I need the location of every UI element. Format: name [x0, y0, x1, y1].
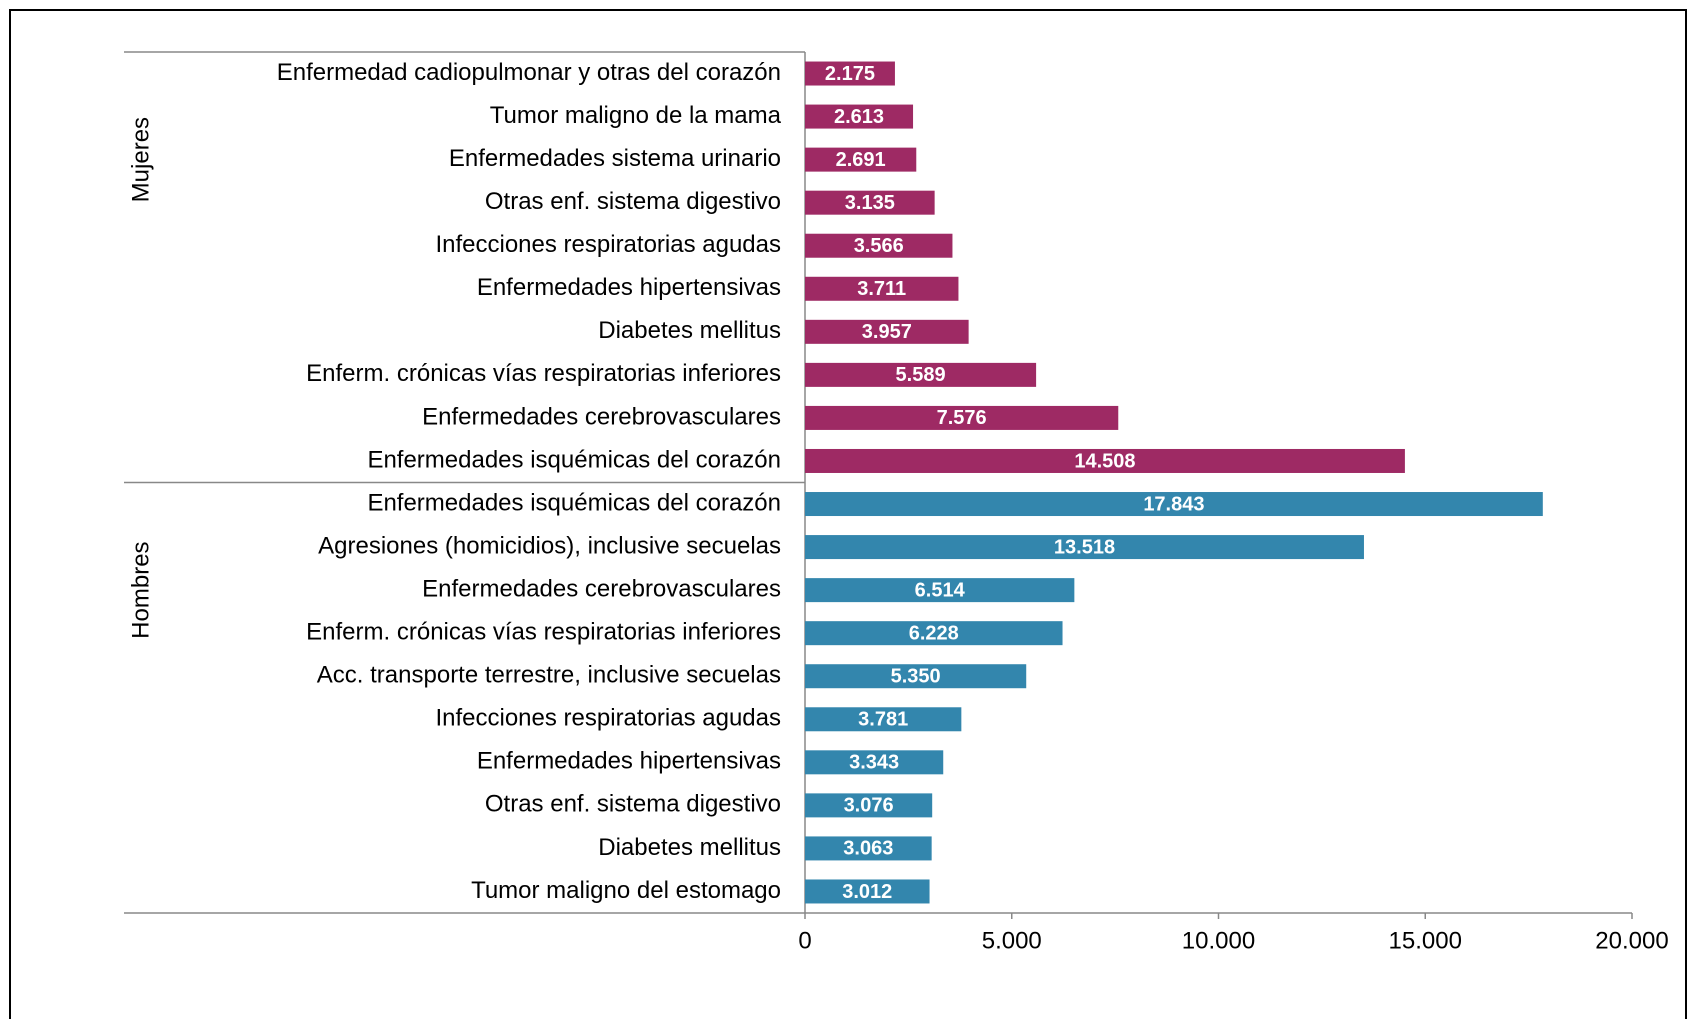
value-label: 3.076 — [844, 795, 894, 817]
category-label: Infecciones respiratorias agudas — [435, 231, 781, 258]
value-label: 7.576 — [937, 407, 987, 429]
x-tick-label: 0 — [798, 927, 811, 954]
bar — [805, 621, 1063, 646]
category-label: Acc. transporte terrestre, inclusive sec… — [317, 662, 781, 689]
bar — [805, 578, 1075, 603]
group-label: Mujeres — [127, 117, 154, 202]
frame — [9, 9, 1687, 1019]
bar — [805, 147, 917, 172]
category-label: Enfermedades sistema urinario — [449, 145, 781, 172]
value-label: 6.514 — [915, 579, 966, 601]
x-tick-label: 20.000 — [1595, 927, 1668, 954]
category-label: Enfermedad cadiopulmonar y otras del cor… — [277, 59, 781, 86]
value-label: 2.691 — [836, 149, 886, 171]
category-label: Enfermedades cerebrovasculares — [422, 403, 781, 430]
value-label: 6.228 — [909, 622, 959, 644]
value-label: 3.063 — [843, 838, 893, 860]
bar — [805, 793, 933, 818]
bar — [805, 707, 962, 732]
category-label: Enfermedades cerebrovasculares — [422, 575, 781, 602]
bar — [805, 190, 935, 215]
bar — [805, 448, 1405, 473]
value-label: 3.711 — [857, 278, 906, 300]
bar — [805, 233, 953, 258]
bar — [805, 362, 1037, 387]
value-label: 3.957 — [862, 321, 912, 343]
bar — [805, 61, 895, 86]
bar — [805, 405, 1119, 430]
category-label: Diabetes mellitus — [598, 834, 781, 861]
x-tick-label: 10.000 — [1182, 927, 1255, 954]
category-label: Enfermedades hipertensivas — [477, 274, 781, 301]
category-label: Enfermedades hipertensivas — [477, 748, 781, 775]
category-label: Otras enf. sistema digestivo — [485, 791, 781, 818]
value-label: 2.613 — [834, 106, 884, 128]
value-label: 3.566 — [854, 235, 904, 257]
group-label: Hombres — [127, 541, 154, 638]
category-label: Otras enf. sistema digestivo — [485, 188, 781, 215]
value-label: 3.135 — [845, 192, 895, 214]
bar — [805, 750, 944, 775]
category-label: Enfermedades isquémicas del corazón — [367, 489, 781, 516]
category-label: Agresiones (homicidios), inclusive secue… — [318, 532, 781, 559]
value-label: 14.508 — [1074, 450, 1135, 472]
bar — [805, 535, 1364, 560]
bar — [805, 836, 932, 861]
category-label: Enferm. crónicas vías respiratorias infe… — [306, 619, 781, 646]
bar — [805, 879, 930, 904]
value-label: 17.843 — [1143, 493, 1204, 515]
x-tick-label: 15.000 — [1389, 927, 1462, 954]
bar — [805, 104, 914, 129]
bar — [805, 492, 1543, 517]
value-label: 3.781 — [858, 709, 908, 731]
bar — [805, 319, 969, 344]
bar — [805, 276, 959, 301]
value-label: 3.012 — [842, 881, 892, 903]
value-label: 3.343 — [849, 752, 899, 774]
value-label: 13.518 — [1054, 536, 1115, 558]
category-label: Enfermedades isquémicas del corazón — [367, 446, 781, 473]
category-label: Infecciones respiratorias agudas — [435, 705, 781, 732]
category-label: Enferm. crónicas vías respiratorias infe… — [306, 360, 781, 387]
value-label: 5.589 — [896, 364, 946, 386]
x-tick-label: 5.000 — [982, 927, 1042, 954]
value-label: 2.175 — [825, 63, 875, 85]
category-label: Diabetes mellitus — [598, 317, 781, 344]
bar — [805, 664, 1027, 689]
category-label: Tumor maligno del estomago — [471, 877, 781, 904]
category-label: Tumor maligno de la mama — [490, 102, 782, 129]
value-label: 5.350 — [891, 666, 941, 688]
